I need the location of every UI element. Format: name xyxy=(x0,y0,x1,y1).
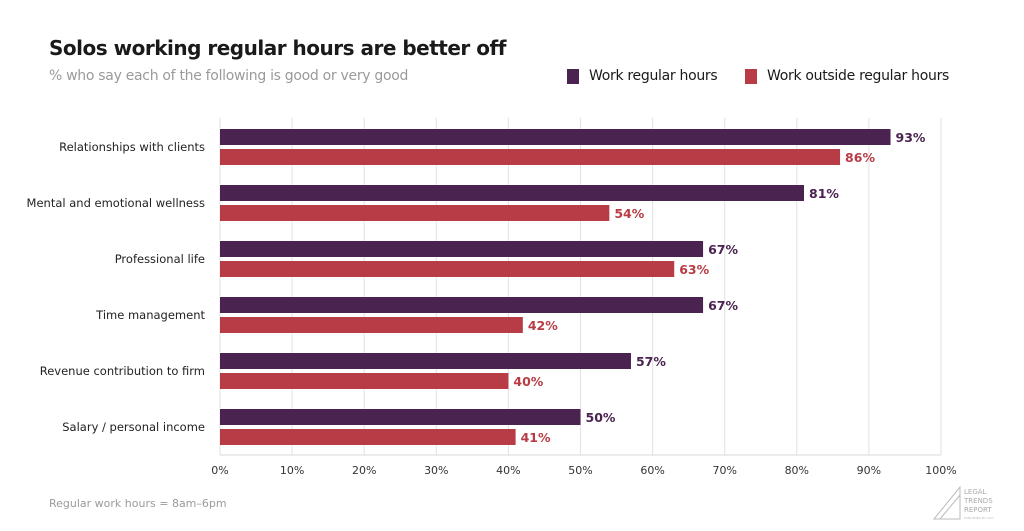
data-label: 93% xyxy=(896,130,926,145)
bar xyxy=(220,129,891,145)
x-tick-label: 60% xyxy=(640,464,664,477)
bar xyxy=(220,149,841,165)
data-label: 63% xyxy=(679,262,709,277)
x-tick-label: 100% xyxy=(925,464,956,477)
x-tick-label: 40% xyxy=(496,464,520,477)
bar xyxy=(220,241,704,257)
data-label: 41% xyxy=(521,430,551,445)
x-tick-label: 10% xyxy=(280,464,304,477)
svg-text:PUBLISHED BY CLIO: PUBLISHED BY CLIO xyxy=(964,516,994,520)
x-tick-label: 80% xyxy=(785,464,809,477)
legend-label: Work outside regular hours xyxy=(767,68,950,84)
bar xyxy=(220,317,523,333)
data-label: 57% xyxy=(636,354,666,369)
bar xyxy=(220,297,704,313)
chart-title: Solos working regular hours are better o… xyxy=(49,36,506,60)
category-label: Time management xyxy=(95,308,205,322)
x-tick-label: 70% xyxy=(712,464,736,477)
data-label: 42% xyxy=(528,318,558,333)
bar xyxy=(220,261,675,277)
category-label: Professional life xyxy=(115,252,205,266)
legend-item-outside: Work outside regular hours xyxy=(745,68,949,84)
data-label: 40% xyxy=(513,374,543,389)
legend-item-regular: Work regular hours xyxy=(567,68,718,84)
bar xyxy=(220,409,581,425)
data-label: 86% xyxy=(845,150,875,165)
bar xyxy=(220,353,631,369)
svg-text:REPORT: REPORT xyxy=(964,506,992,514)
bar xyxy=(220,185,805,201)
footnote: Regular work hours = 8am–6pm xyxy=(49,497,227,510)
category-label: Salary / personal income xyxy=(62,420,205,434)
legend-label: Work regular hours xyxy=(589,68,718,84)
svg-text:LEGAL: LEGAL xyxy=(964,488,987,496)
category-label: Mental and emotional wellness xyxy=(27,196,205,210)
chart-subtitle: % who say each of the following is good … xyxy=(49,68,409,84)
bar xyxy=(220,373,509,389)
x-tick-label: 20% xyxy=(352,464,376,477)
data-label: 67% xyxy=(708,242,738,257)
category-label: Revenue contribution to firm xyxy=(40,364,205,378)
data-label: 67% xyxy=(708,298,738,313)
data-label: 50% xyxy=(586,410,616,425)
x-tick-label: 50% xyxy=(568,464,592,477)
category-label: Relationships with clients xyxy=(59,140,205,154)
x-tick-label: 0% xyxy=(211,464,228,477)
svg-text:TRENDS: TRENDS xyxy=(963,497,993,505)
legal-trends-report-logo: LEGAL TRENDS REPORT PUBLISHED BY CLIO xyxy=(932,485,994,520)
x-tick-label: 90% xyxy=(857,464,881,477)
data-label: 54% xyxy=(614,206,644,221)
legend-swatch xyxy=(567,68,579,84)
legend-swatch xyxy=(745,68,757,84)
bar xyxy=(220,429,516,445)
bar xyxy=(220,205,610,221)
x-tick-label: 30% xyxy=(424,464,448,477)
data-label: 81% xyxy=(809,186,839,201)
